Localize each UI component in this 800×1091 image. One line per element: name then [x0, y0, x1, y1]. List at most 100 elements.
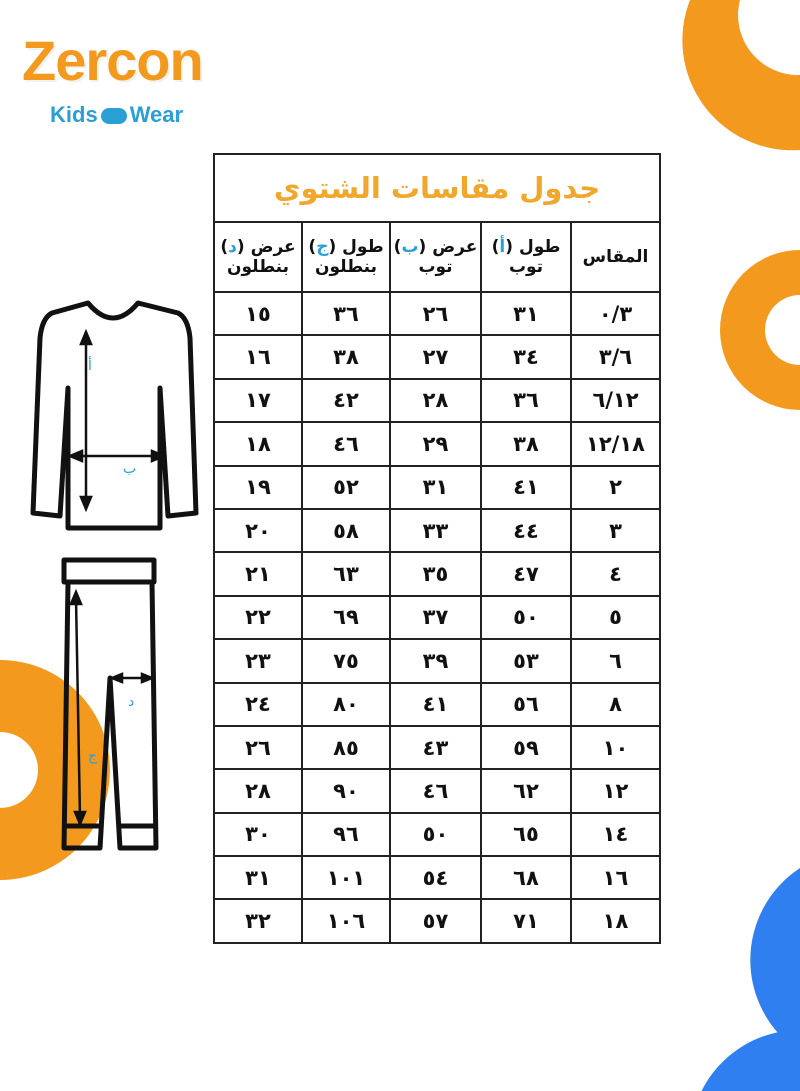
shirt-arrows: [66, 328, 168, 513]
cell-pants-length: ٨٠: [301, 681, 391, 727]
cell-top-width: ٤٦: [389, 768, 482, 814]
cell-top-length: ٥٠: [480, 594, 572, 641]
cell-pants-width: ٢٨: [213, 768, 303, 814]
cell-top-width: ٤١: [389, 681, 482, 727]
label-b: ب: [123, 461, 136, 477]
cell-top-width: ٢٩: [389, 421, 482, 467]
cell-pants-length: ٩٠: [301, 768, 391, 814]
header-top-length: طول (أ) توب: [480, 221, 572, 293]
cell-top-width: ٢٨: [389, 377, 482, 424]
table-row: ٣ ٤٤ ٣٣ ٥٨ ٢٠: [213, 507, 661, 554]
cell-top-width: ٣١: [389, 464, 482, 510]
table-row: ٣/٦ ٣٤ ٢٧ ٣٨ ١٦: [213, 334, 661, 380]
cell-pants-length: ٥٨: [301, 507, 391, 554]
cell-pants-length: ٦٣: [301, 551, 391, 597]
size-chart-table: جدول مقاسات الشتوي المقاس طول (أ) توب عرض (…: [213, 153, 661, 944]
header-pants-width: عرض (د) بنطلون: [213, 221, 303, 293]
logo-tagline-wear: Wear: [129, 102, 184, 127]
label-c: ج: [88, 748, 98, 764]
table-row: ١٨ ٧١ ٥٧ ١٠٦ ٣٢: [213, 898, 661, 944]
cell-pants-length: ٣٨: [301, 334, 391, 380]
cell-size: ١٤: [570, 811, 661, 858]
cell-pants-length: ٨٥: [301, 724, 391, 771]
blue-circle-bottom: [701, 1030, 800, 1091]
header-size: المقاس: [570, 221, 661, 293]
header-pants-length: طول (ج) بنطلون: [301, 221, 391, 293]
cell-top-width: ٥٧: [389, 898, 482, 944]
cell-pants-width: ١٥: [213, 290, 303, 337]
header-subtext: بنطلون: [315, 257, 377, 277]
cell-top-length: ٣٤: [480, 334, 572, 380]
cell-top-width: ٤٣: [389, 724, 482, 771]
cell-top-length: ٣٨: [480, 421, 572, 467]
header-letter: د: [228, 237, 237, 257]
table-row: ٢ ٤١ ٣١ ٥٢ ١٩: [213, 464, 661, 510]
header-text: عرض: [432, 237, 478, 257]
cell-size: ١٦: [570, 855, 661, 901]
header-text: طول: [518, 237, 561, 257]
table-row: ١٦ ٦٨ ٥٤ ١٠١ ٣١: [213, 855, 661, 901]
cell-size: ٠/٣: [570, 290, 661, 337]
logo-tagline-kids: Kids: [50, 102, 98, 127]
cell-size: ٣/٦: [570, 334, 661, 380]
cell-top-length: ٥٣: [480, 638, 572, 684]
cell-size: ١٠: [570, 724, 661, 771]
cell-size: ١٢/١٨: [570, 421, 661, 467]
cell-top-width: ٣٥: [389, 551, 482, 597]
cell-top-length: ٣٦: [480, 377, 572, 424]
cell-size: ٦: [570, 638, 661, 684]
cell-top-width: ٥٠: [389, 811, 482, 858]
cell-top-length: ٤١: [480, 464, 572, 510]
shirt-icon: [30, 300, 199, 531]
cell-pants-width: ٣٢: [213, 898, 303, 944]
pants-arrows: [69, 588, 156, 828]
table-row: ١٢/١٨ ٣٨ ٢٩ ٤٦ ١٨: [213, 421, 661, 467]
header-text: طول: [342, 237, 384, 257]
table-row: ٦/١٢ ٣٦ ٢٨ ٤٢ ١٧: [213, 377, 661, 424]
cell-top-length: ٦٢: [480, 768, 572, 814]
cell-size: ٥: [570, 594, 661, 641]
header-row: المقاس طول (أ) توب عرض (ب) توب طول (ج) بنطلون ع…: [213, 221, 661, 293]
cell-top-width: ٣٩: [389, 638, 482, 684]
cell-pants-width: ٣١: [213, 855, 303, 901]
header-subtext: توب: [508, 257, 544, 277]
cell-pants-width: ١٦: [213, 334, 303, 380]
cell-top-width: ٢٧: [389, 334, 482, 380]
cell-pants-width: ٢٠: [213, 507, 303, 554]
orange-arc-top: [682, 0, 800, 151]
cell-size: ٨: [570, 681, 661, 727]
cell-top-length: ٦٥: [480, 811, 572, 858]
cell-pants-length: ٩٦: [301, 811, 391, 858]
cell-pants-width: ١٧: [213, 377, 303, 424]
cell-size: ٦/١٢: [570, 377, 661, 424]
logo-tagline: Kids Wear: [50, 102, 183, 128]
header-top-width: عرض (ب) توب: [389, 221, 482, 293]
header-subtext: توب: [418, 257, 453, 277]
table-row: ٨ ٥٦ ٤١ ٨٠ ٢٤: [213, 681, 661, 727]
table-body: ٠/٣ ٣١ ٢٦ ٣٦ ١٥ ٣/٦ ٣٤ ٢٧ ٣٨ ١٦ ٦/١٢ ٣٦ ٢٨ ٤٢ ١٧ ١٢/١٨ ٣…: [213, 290, 661, 944]
blue-circle-right: [750, 868, 800, 1052]
cell-top-length: ٤٤: [480, 507, 572, 554]
baby-icon: [100, 108, 127, 125]
cell-pants-length: ٣٦: [301, 290, 391, 337]
cell-top-length: ٥٩: [480, 724, 572, 771]
header-text: عرض: [250, 237, 296, 257]
cell-pants-length: ٤٢: [301, 377, 391, 424]
header-letter: أ: [499, 237, 506, 257]
cell-pants-length: ٤٦: [301, 421, 391, 467]
cell-pants-width: ٢٤: [213, 681, 303, 727]
cell-top-width: ٣٧: [389, 594, 482, 641]
header-letter: ب: [401, 237, 419, 257]
cell-pants-length: ٦٩: [301, 594, 391, 641]
table-row: ٥ ٥٠ ٣٧ ٦٩ ٢٢: [213, 594, 661, 641]
header-subtext: بنطلون: [227, 257, 289, 277]
cell-pants-length: ٧٥: [301, 638, 391, 684]
cell-pants-width: ٢٣: [213, 638, 303, 684]
header-text: المقاس: [582, 247, 649, 267]
cell-pants-width: ٣٠: [213, 811, 303, 858]
cell-top-length: ٤٧: [480, 551, 572, 597]
table-row: ٠/٣ ٣١ ٢٦ ٣٦ ١٥: [213, 290, 661, 337]
cell-pants-length: ١٠٦: [301, 898, 391, 944]
cell-pants-width: ٢٢: [213, 594, 303, 641]
cell-top-length: ٣١: [480, 290, 572, 337]
